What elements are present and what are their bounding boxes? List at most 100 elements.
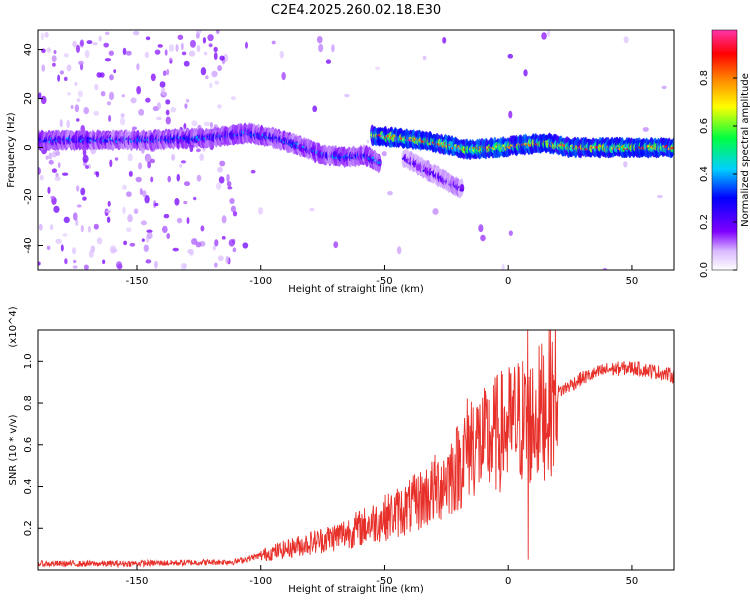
noise-speckle [546,30,551,37]
noise-speckle [387,190,393,196]
noise-speckle [57,162,61,168]
noise-speckle [83,264,89,270]
snr-scale-note: (x10^4) [8,306,19,347]
noise-speckle [93,223,99,230]
noise-speckle [75,218,79,227]
noise-speckle [217,255,224,262]
snr-frame [37,329,675,571]
noise-speckle [200,225,205,232]
noise-speckle [422,55,427,61]
noise-speckle [59,119,63,128]
noise-speckle [95,171,100,178]
noise-speckle [175,44,179,52]
noise-speckle [131,126,138,131]
noise-speckle [66,64,72,72]
noise-speckle [106,101,112,106]
noise-speckle [80,187,86,196]
noise-speckle [63,216,70,224]
noise-speckle [126,191,132,198]
noise-speckle [108,115,112,122]
snr-x-tick-label: -100 [249,576,272,587]
noise-speckle [52,62,56,67]
noise-speckle [96,72,102,78]
noise-speckle [508,230,513,237]
noise-speckle [48,159,54,165]
noise-speckle [172,247,179,252]
spectrogram-x-ticks: -150 -100 -50 0 50 [126,265,638,287]
noise-speckle [508,110,513,119]
noise-speckle [78,60,84,65]
noise-speckle [205,75,209,80]
noise-speckle [106,216,111,223]
noise-speckle [119,117,126,126]
noise-speckle [145,97,151,103]
noise-speckle [149,158,156,164]
noise-speckle [109,245,117,254]
noise-speckle [177,34,184,40]
noise-speckle [227,186,233,190]
noise-speckle [64,258,68,265]
noise-speckle [53,205,60,213]
ridge-mark [376,161,381,164]
noise-speckle [181,51,187,56]
noise-speckle [100,91,106,97]
noise-speckle [55,238,62,244]
noise-speckle [183,200,188,205]
noise-speckle [432,208,439,215]
noise-speckle [94,83,99,91]
noise-speckle [140,220,147,226]
noise-speckle [271,40,276,45]
noise-speckle [309,207,315,212]
noise-speckle [126,227,132,233]
noise-speckle [135,176,142,183]
noise-speckle [104,58,112,62]
colorbar-tick-label: 0.6 [699,118,710,134]
noise-speckle [127,153,133,162]
noise-speckle [156,102,162,110]
noise-speckle [188,50,196,57]
noise-speckle [214,239,219,247]
noise-speckle [218,176,225,184]
noise-speckle [53,49,57,55]
noise-speckle [116,264,123,270]
ridge-mark [671,146,674,150]
noise-speckle [92,41,98,46]
colorbar: 0.0 0.2 0.4 0.6 0.8 Normalized spectral ampl… [699,29,750,278]
noise-speckle [195,241,202,248]
spectrogram-plot: -150 -100 -50 0 50 -40 -20 0 20 40 Height of str… [6,29,675,295]
noise-speckle [183,181,191,187]
spectrogram-y-label: Frequency (Hz) [6,112,17,188]
noise-speckle [82,196,87,201]
noise-speckle [128,170,133,177]
noise-speckle [199,153,205,161]
noise-speckle [375,66,381,70]
noise-speckle [63,53,69,58]
noise-speckle [62,233,68,237]
noise-speckle [180,42,184,51]
noise-speckle [86,40,93,45]
noise-speckle [168,57,173,61]
noise-speckle [45,155,49,160]
noise-speckle [217,65,222,72]
noise-speckle [54,176,61,181]
noise-speckle [180,262,187,270]
noise-speckle [396,246,402,255]
snr-background [38,330,674,570]
noise-speckle [281,71,286,81]
noise-speckle [230,205,237,213]
noise-speckle [122,47,127,56]
noise-speckle [157,44,163,48]
spectrogram-marks [38,30,674,270]
noise-speckle [216,30,220,35]
noise-speckle [191,120,198,127]
noise-speckle [258,207,263,215]
noise-speckle [76,185,80,192]
spectrogram-y-tick-label: -40 [23,237,34,253]
noise-speckle [113,69,117,74]
noise-speckle [366,139,370,144]
noise-speckle [55,150,61,156]
noise-speckle [103,42,110,48]
noise-speckle [38,166,41,176]
noise-speckle [70,105,74,109]
